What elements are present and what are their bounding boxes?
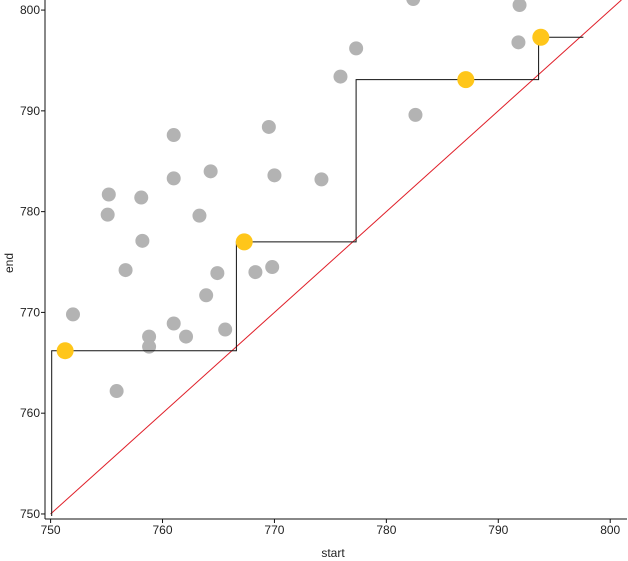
data-point [333, 69, 348, 84]
data-point [179, 329, 194, 344]
x-tick-label: 780 [376, 523, 396, 537]
highlighted-point [235, 233, 253, 251]
x-tick-label: 790 [488, 523, 508, 537]
data-point [314, 172, 329, 187]
data-point [101, 187, 116, 202]
plot-area [50, 0, 622, 516]
y-axis-title: end [2, 253, 16, 273]
data-point [118, 263, 133, 278]
data-point [166, 171, 181, 186]
x-tick-label: 800 [600, 523, 620, 537]
data-point [192, 208, 207, 223]
highlighted-point [56, 342, 74, 360]
data-point [134, 190, 149, 205]
y-tick-label: 760 [20, 406, 40, 420]
data-point [261, 119, 276, 134]
data-point [100, 207, 115, 222]
y-tick-label: 790 [20, 104, 40, 118]
data-point [349, 41, 364, 56]
x-tick-label: 760 [153, 523, 173, 537]
axes: 750 760 770 780 790 800 750 760 770 780 790 800 [20, 0, 627, 537]
data-point [199, 288, 214, 303]
data-point [267, 168, 282, 183]
data-point [142, 329, 157, 344]
data-point [142, 339, 157, 354]
x-tick-label: 770 [264, 523, 284, 537]
data-point [408, 107, 423, 122]
highlighted-point [457, 71, 475, 89]
data-point [109, 384, 124, 399]
highlighted-point [532, 28, 550, 46]
data-point [65, 307, 80, 322]
data-point [203, 164, 218, 179]
diagonal-line [50, 0, 622, 515]
y-tick-label: 800 [20, 3, 40, 17]
y-tick-label: 750 [20, 507, 40, 521]
data-point [406, 0, 421, 6]
x-tick-label: 750 [41, 523, 61, 537]
x-axis-title: start [321, 546, 345, 560]
data-point [511, 35, 526, 50]
data-point [265, 260, 280, 275]
step-line [51, 36, 584, 516]
y-tick-label: 770 [20, 305, 40, 319]
data-point [512, 0, 527, 13]
y-tick-label: 780 [20, 205, 40, 219]
data-point [166, 128, 181, 143]
data-point [248, 265, 263, 280]
data-point [218, 322, 233, 337]
data-point [166, 316, 181, 331]
data-point [135, 233, 150, 248]
data-point [210, 266, 225, 281]
